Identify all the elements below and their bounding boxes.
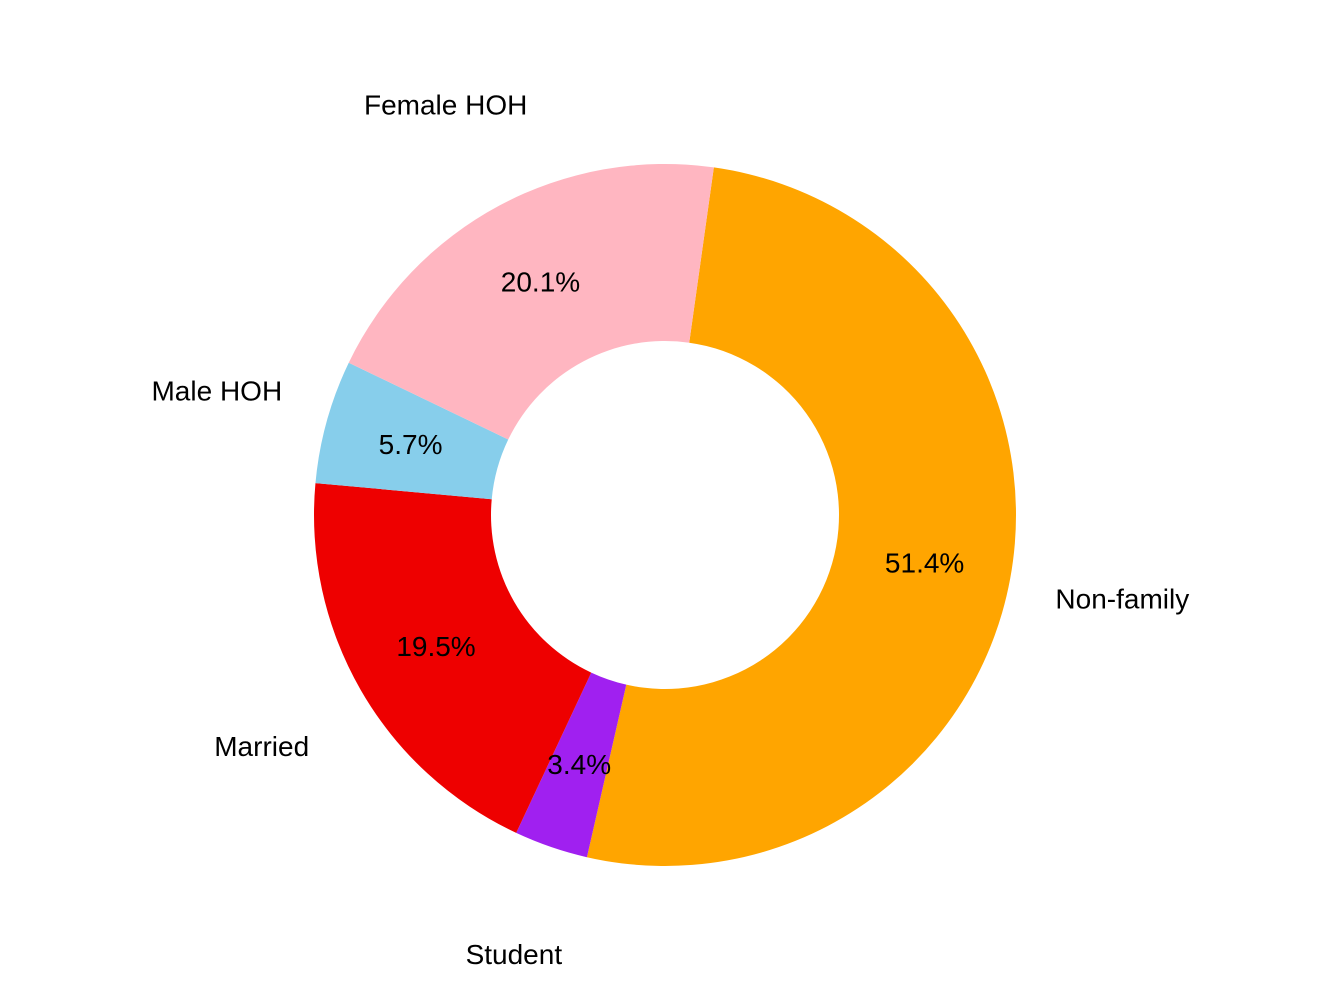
percent-label-female-hoh: 20.1% xyxy=(501,267,580,298)
percent-label-male-hoh: 5.7% xyxy=(379,429,443,460)
percent-label-married: 19.5% xyxy=(396,631,475,662)
slices-layer xyxy=(314,164,1017,867)
category-label-non-family: Non-family xyxy=(1055,584,1189,615)
slice-married xyxy=(314,483,592,833)
category-label-student: Student xyxy=(466,939,563,970)
slice-male-hoh xyxy=(315,362,509,500)
category-label-married: Married xyxy=(214,731,309,762)
slice-female-hoh xyxy=(348,164,714,440)
category-labels-layer: Non-family Student Married Male HOH Female H… xyxy=(151,89,1189,970)
category-label-male-hoh: Male HOH xyxy=(151,376,282,407)
percent-labels-layer: 51.4% 3.4% 19.5% 5.7% 20.1% xyxy=(379,267,965,780)
percent-label-non-family: 51.4% xyxy=(885,547,964,578)
category-label-female-hoh: Female HOH xyxy=(364,89,527,120)
percent-label-student: 3.4% xyxy=(547,749,611,780)
slice-student xyxy=(516,672,627,858)
slice-non-family xyxy=(586,167,1017,867)
